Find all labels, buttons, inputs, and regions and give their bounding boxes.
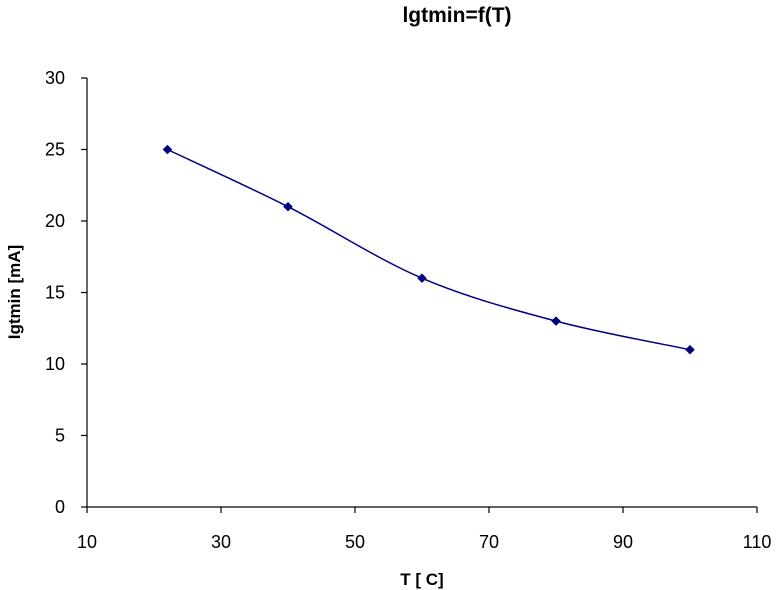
y-axis-title: Igtmin [mA] [5,245,24,339]
y-tick-label: 25 [45,140,65,160]
x-tick-label: 90 [613,532,633,552]
x-tick-label: 30 [211,532,231,552]
y-tick-label: 5 [55,426,65,446]
data-point-marker [551,316,561,326]
chart-title: lgtmin=f(T) [402,4,511,27]
y-tick-label: 20 [45,211,65,231]
y-tick-label: 15 [45,283,65,303]
x-tick-label: 10 [77,532,97,552]
y-tick-label: 0 [55,497,65,517]
x-tick-label: 50 [345,532,365,552]
x-tick-label: 70 [479,532,499,552]
series-layer [167,148,691,351]
x-axis-ticks: 10 30 50 70 90 110 [77,507,771,552]
x-axis-title: T [ C] [400,570,443,589]
marker-layer [162,144,695,355]
series-line [167,148,691,351]
data-point-marker [417,273,427,284]
data-point-marker [685,344,695,355]
data-point-marker [162,144,173,155]
x-tick-label: 110 [743,532,772,552]
y-tick-label: 10 [45,354,65,374]
data-point-marker [283,201,293,212]
y-tick-label: 30 [45,68,65,88]
y-axis-ticks: 0 5 10 15 20 25 30 [45,68,87,517]
